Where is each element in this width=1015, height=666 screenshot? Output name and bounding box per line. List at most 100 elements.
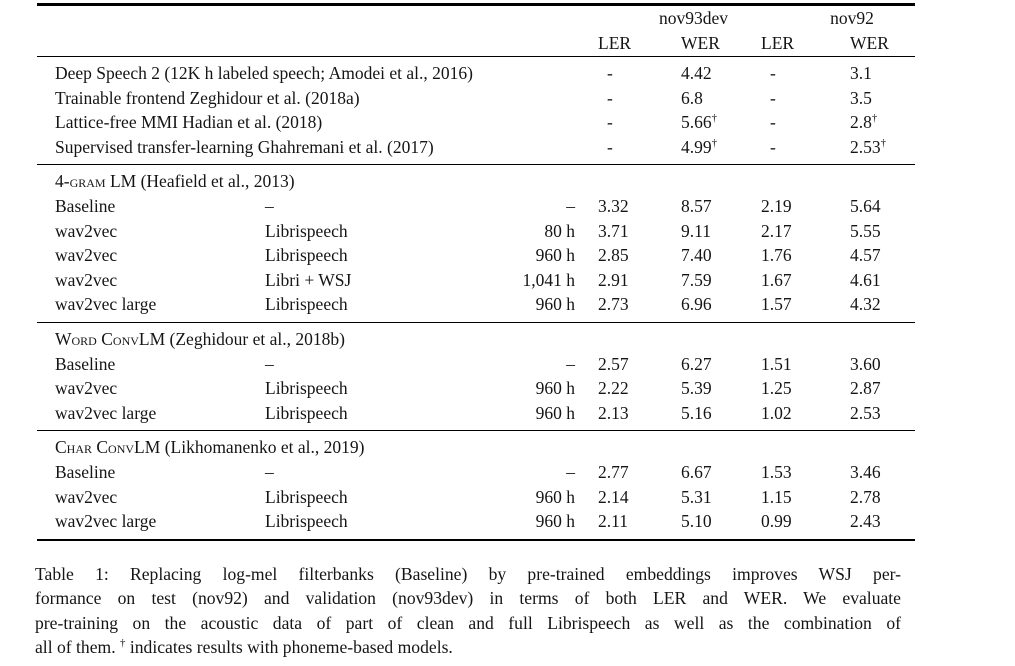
dagger-superscript: † xyxy=(871,112,878,125)
metric-cell: 4.42 xyxy=(681,63,712,83)
metric-cell: 4.99† xyxy=(681,136,718,157)
model-cell: wav2vec xyxy=(55,378,118,399)
model-cell: wav2vec large xyxy=(55,294,157,315)
metric-cell: 2.13 xyxy=(598,402,629,423)
section-title-smallcaps: Word ConvLM xyxy=(55,328,166,349)
col-header-wer-nov93dev: WER xyxy=(681,33,720,53)
model-cell: wav2vec xyxy=(55,245,118,266)
data-cell: Librispeech xyxy=(265,378,348,399)
metric-cell: 2.87 xyxy=(850,378,881,399)
table-row: Supervised transfer-learning Ghahremani … xyxy=(37,135,915,165)
metric-cell: 2.73 xyxy=(598,294,629,315)
hours-cell: 960 h xyxy=(535,402,575,423)
empty-header-cell xyxy=(37,6,598,31)
hours-cell: – xyxy=(566,195,575,216)
data-cell: Librispeech xyxy=(265,245,348,266)
model-cell: wav2vec large xyxy=(55,402,157,423)
dagger-superscript: † xyxy=(120,637,126,650)
metric-cell: - xyxy=(770,87,776,108)
hours-cell: 960 h xyxy=(535,486,575,507)
table-row: Trainable frontend Zeghidour et al. (201… xyxy=(37,86,915,111)
metric-cell: 9.11 xyxy=(681,220,711,241)
table-row: wav2vec large Librispeech 960 h 2.13 5.16 1.0… xyxy=(37,401,915,431)
metric-cell: 4.61 xyxy=(850,269,881,290)
hours-cell: 80 h xyxy=(544,220,575,241)
col-header-ler-nov93dev: LER xyxy=(598,33,632,53)
table-row: wav2vec Libri + WSJ 1,041 h 2.91 7.59 1.67 4.6… xyxy=(37,268,915,293)
table-row: wav2vec Librispeech 960 h 2.85 7.40 1.76 4.57 xyxy=(37,243,915,268)
section-title-citation: (Likhomanenko et al., 2019) xyxy=(160,437,365,458)
section-title-citation: (Zeghidour et al., 2018b) xyxy=(165,328,345,349)
table-section: 4-gram LM (Heafield et al., 2013) Baselin… xyxy=(37,164,915,323)
metric-cell: 1.67 xyxy=(761,269,792,290)
model-cell: Lattice-free MMI Hadian et al. (2018) xyxy=(55,112,323,133)
metric-cell: 5.55 xyxy=(850,220,881,241)
data-cell: Librispeech xyxy=(265,294,348,315)
section-title-row: 4-gram LM (Heafield et al., 2013) xyxy=(37,165,915,194)
metric-cell: 5.64 xyxy=(850,195,881,216)
table-row: wav2vec Librispeech 80 h 3.71 9.11 2.17 5.55 xyxy=(37,219,915,244)
metric-cell: 6.96 xyxy=(681,294,712,315)
metric-cell: 6.8 xyxy=(681,87,703,108)
metric-cell: 5.31 xyxy=(681,486,712,507)
metric-cell: 2.85 xyxy=(598,245,629,266)
table-caption: Table 1: Replacing log-mel filterbanks (… xyxy=(35,562,901,660)
hours-cell: – xyxy=(566,353,575,374)
dagger-superscript: † xyxy=(711,136,718,149)
metric-cell: 5.66† xyxy=(681,112,718,133)
metric-cell: 2.53† xyxy=(850,136,887,157)
metric-cell: 1.53 xyxy=(761,461,792,482)
data-cell: Libri + WSJ xyxy=(265,269,352,290)
hours-cell: 960 h xyxy=(535,511,575,532)
group-header-row: nov93dev nov92 xyxy=(37,6,915,31)
table-section: Deep Speech 2 (12K h labeled speech; Amo… xyxy=(37,57,915,165)
metric-cell: 3.5 xyxy=(850,87,872,108)
data-cell: Librispeech xyxy=(265,220,348,241)
model-cell: Baseline xyxy=(55,461,116,482)
metric-cell: 2.22 xyxy=(598,378,629,399)
model-cell: wav2vec xyxy=(55,220,118,241)
metric-cell: 0.99 xyxy=(761,511,792,532)
table-row: Lattice-free MMI Hadian et al. (2018) - 5.… xyxy=(37,110,915,135)
metric-cell: - xyxy=(607,136,613,157)
document-page: nov93dev nov92 LER WER LER WER Deep Spee… xyxy=(0,3,1015,666)
table-top-rule xyxy=(37,3,915,6)
metric-cell: 6.27 xyxy=(681,353,712,374)
metric-cell: 5.16 xyxy=(681,402,712,423)
caption-line: all of them. † indicates results with ph… xyxy=(35,637,453,658)
data-cell: – xyxy=(265,195,274,216)
col-header-ler-nov92: LER xyxy=(761,33,795,53)
metric-cell: 2.14 xyxy=(598,486,629,507)
model-cell: wav2vec large xyxy=(55,511,157,532)
model-cell: Trainable frontend Zeghidour et al. (201… xyxy=(55,87,360,108)
group-header-nov93dev: nov93dev xyxy=(658,8,729,28)
model-cell: Deep Speech 2 (12K h labeled speech; Amo… xyxy=(55,63,473,83)
metric-cell: 3.60 xyxy=(850,353,881,374)
metric-cell: 3.71 xyxy=(598,220,629,241)
metric-cell: 2.8† xyxy=(850,112,878,133)
metric-cell: 6.67 xyxy=(681,461,712,482)
dagger-superscript: † xyxy=(880,136,887,149)
model-cell: Supervised transfer-learning Ghahremani … xyxy=(55,136,434,157)
results-table: nov93dev nov92 LER WER LER WER Deep Spee… xyxy=(37,6,915,541)
section-title-row: Word ConvLM (Zeghidour et al., 2018b) xyxy=(37,322,915,351)
section-title-citation: (Heafield et al., 2013) xyxy=(136,171,295,192)
model-cell: wav2vec xyxy=(55,486,118,507)
metric-cell: - xyxy=(607,63,613,83)
model-cell: wav2vec xyxy=(55,269,118,290)
group-header-nov92: nov92 xyxy=(830,8,874,28)
metric-cell: 2.91 xyxy=(598,269,629,290)
hours-cell: 1,041 h xyxy=(522,269,576,290)
hours-cell: 960 h xyxy=(535,245,575,266)
table-row: wav2vec large Librispeech 960 h 2.73 6.96 1.5… xyxy=(37,292,915,322)
model-cell: Baseline xyxy=(55,195,116,216)
col-header-wer-nov92: WER xyxy=(850,33,889,53)
table-row: Deep Speech 2 (12K h labeled speech; Amo… xyxy=(37,57,915,86)
section-title-cell: Char ConvLM (Likhomanenko et al., 2019) xyxy=(37,431,915,460)
table-row: wav2vec Librispeech 960 h 2.22 5.39 1.25 2.87 xyxy=(37,376,915,401)
model-cell: Baseline xyxy=(55,353,116,374)
metric-cell: 2.53 xyxy=(850,402,881,423)
caption-line: formance on test (nov92) and validation … xyxy=(35,588,901,609)
section-title-cell: 4-gram LM (Heafield et al., 2013) xyxy=(37,165,915,194)
metric-cell: 5.10 xyxy=(681,511,712,532)
